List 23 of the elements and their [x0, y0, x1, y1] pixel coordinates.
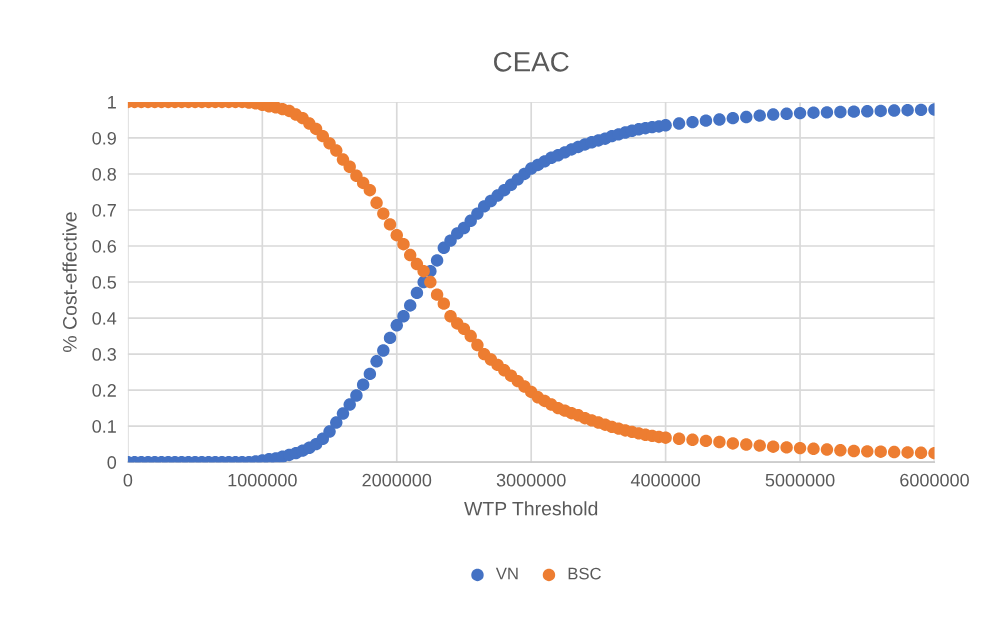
- y-tick-label: 0.4: [92, 312, 117, 325]
- y-tick-label: 0.7: [92, 203, 116, 217]
- y-tick-label: 0.3: [92, 348, 116, 361]
- x-tick-label: 4000000: [630, 473, 701, 487]
- y-tick-label: 0.2: [92, 384, 116, 397]
- y-tick-label: 1: [108, 96, 116, 109]
- y-tick-label: 0.9: [92, 131, 116, 145]
- y-tick-label: 0.6: [92, 239, 116, 253]
- legend-label: VN: [495, 567, 518, 580]
- y-tick-label: 0.8: [92, 167, 116, 181]
- y-tick-label: 0.5: [92, 275, 117, 289]
- legend-label: BSC: [568, 567, 601, 580]
- x-tick-label: 6000000: [900, 473, 969, 487]
- y-tick-label: 0: [107, 456, 117, 469]
- x-tick-label: 3000000: [496, 473, 566, 487]
- x-tick-label: 2000000: [362, 473, 432, 487]
- y-axis-title: % Cost-effective: [62, 212, 77, 352]
- x-tick-label: 1000000: [228, 473, 297, 487]
- x-tick-label: 5000000: [765, 473, 835, 487]
- x-tick-label: 0: [123, 473, 133, 487]
- y-tick-label: 0.1: [92, 420, 116, 433]
- chart-title: CEAC: [494, 51, 569, 72]
- x-axis-title: WTP Threshold: [464, 501, 598, 516]
